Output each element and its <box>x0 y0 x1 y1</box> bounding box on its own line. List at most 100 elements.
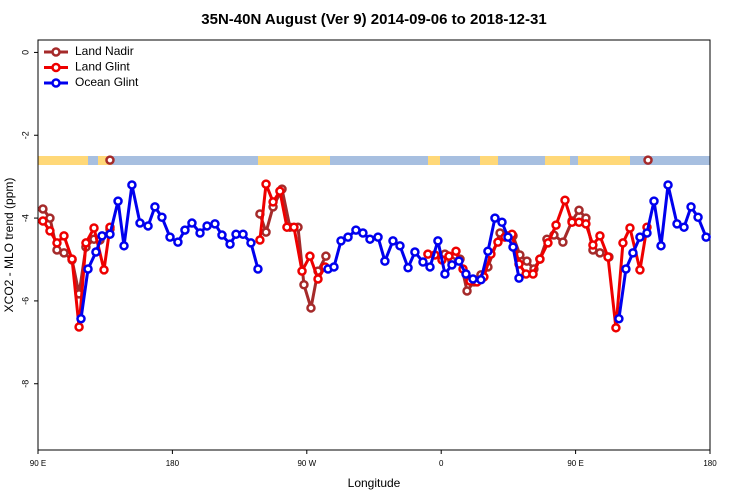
data-point <box>410 247 420 257</box>
data-point <box>603 252 613 262</box>
data-point <box>503 232 513 242</box>
data-point <box>462 286 472 296</box>
data-point <box>313 274 323 284</box>
x-tick-label: 90 W <box>297 459 316 468</box>
data-point <box>686 202 696 212</box>
data-point <box>210 219 220 229</box>
data-point <box>693 212 703 223</box>
y-tick-label: -8 <box>20 380 30 388</box>
data-point <box>217 230 227 240</box>
y-tick-label: -6 <box>20 297 30 305</box>
data-point <box>454 256 464 266</box>
data-point <box>135 218 145 228</box>
data-point <box>105 229 115 239</box>
data-point <box>105 155 115 165</box>
data-point <box>403 263 413 273</box>
data-point <box>611 323 621 333</box>
legend-label: Ocean Glint <box>75 75 139 89</box>
data-point <box>595 248 605 258</box>
data-point <box>238 229 248 239</box>
data-point <box>635 232 645 242</box>
data-point <box>560 195 570 206</box>
y-tick-label: -2 <box>20 131 30 139</box>
data-point <box>119 241 129 251</box>
data-point <box>202 221 212 231</box>
data-point <box>451 246 461 256</box>
data-point <box>493 237 503 247</box>
data-point <box>358 228 368 238</box>
data-point <box>508 242 518 252</box>
data-point <box>59 248 69 258</box>
x-tick-label: 180 <box>703 459 717 468</box>
data-point <box>490 213 500 223</box>
data-point <box>165 232 175 242</box>
data-point <box>635 265 645 275</box>
data-point <box>628 248 638 258</box>
data-point <box>468 274 478 284</box>
y-tick-label: -4 <box>20 214 30 222</box>
x-tick-label: 0 <box>439 459 444 468</box>
data-point <box>701 232 711 242</box>
data-point <box>444 251 454 261</box>
data-point <box>528 269 538 279</box>
data-point <box>195 228 205 238</box>
land-ocean-band <box>38 156 710 165</box>
data-point <box>261 227 271 237</box>
data-point <box>672 219 682 229</box>
data-point <box>543 238 553 248</box>
data-point <box>663 180 673 190</box>
data-point <box>150 202 160 212</box>
x-tick-label: 180 <box>166 459 180 468</box>
data-point <box>522 256 532 266</box>
data-point <box>483 246 493 256</box>
data-point <box>365 234 375 244</box>
data-point <box>76 313 86 324</box>
data-point <box>113 196 123 206</box>
data-point <box>588 240 598 250</box>
data-point <box>173 237 183 247</box>
data-point <box>74 322 84 332</box>
series-line <box>41 182 649 330</box>
data-point <box>59 231 69 241</box>
data-point <box>253 264 263 274</box>
legend-marker <box>51 47 61 57</box>
data-point <box>143 221 153 231</box>
data-point <box>595 231 605 241</box>
chart-title: 35N-40N August (Ver 9) 2014-09-06 to 201… <box>201 11 546 28</box>
data-point <box>289 222 299 232</box>
data-point <box>643 155 653 165</box>
data-point <box>395 241 405 251</box>
x-tick-label: 90 E <box>30 459 46 468</box>
x-tick-label: 90 E <box>567 459 583 468</box>
data-point <box>373 232 383 242</box>
data-point <box>497 217 507 227</box>
data-point <box>83 264 93 274</box>
legend-marker <box>51 78 61 88</box>
data-point <box>425 262 435 272</box>
data-point <box>343 232 353 242</box>
data-point <box>38 204 48 214</box>
data-point <box>246 238 256 248</box>
data-point <box>306 303 316 313</box>
legend-label: Land Nadir <box>75 44 134 58</box>
y-tick-label: 0 <box>20 50 30 55</box>
data-point <box>574 205 584 215</box>
data-point <box>225 239 235 249</box>
data-point <box>581 219 591 229</box>
data-point <box>535 254 545 264</box>
data-point <box>433 236 443 246</box>
y-axis-label: XCO2 - MLO trend (ppm) <box>2 178 16 313</box>
data-point <box>558 237 568 247</box>
data-point <box>614 313 624 324</box>
data-point <box>67 254 77 264</box>
data-point <box>255 235 265 245</box>
data-point <box>97 231 107 241</box>
data-point <box>440 269 450 279</box>
data-point <box>514 273 524 283</box>
x-axis-label: Longitude <box>348 476 401 490</box>
data-point <box>621 264 631 274</box>
data-point <box>99 265 109 275</box>
data-point <box>551 220 561 230</box>
data-point <box>157 212 167 223</box>
data-point <box>91 247 101 257</box>
